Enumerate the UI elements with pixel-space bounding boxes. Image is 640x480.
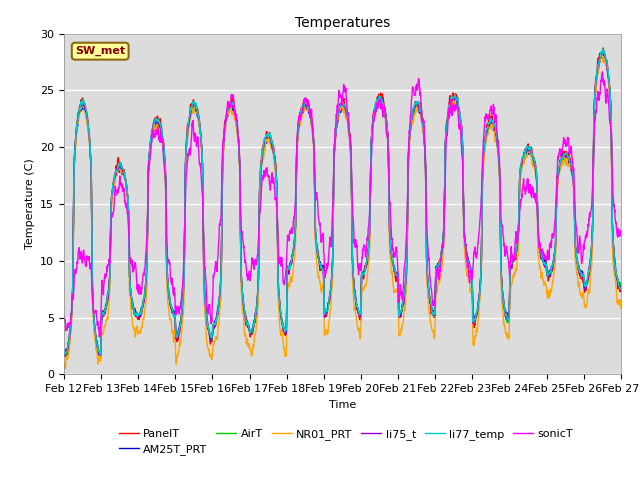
PanelT [97,356,104,361]
PanelT [568,163,575,168]
NR01_PRT [598,49,606,55]
PanelT [600,45,607,51]
AM25T_PRT [216,294,223,300]
PanelT [216,294,223,300]
PanelT [584,278,591,284]
sonicT [216,221,223,227]
NR01_PRT [61,366,69,372]
Line: li75_t: li75_t [64,51,621,356]
li77_temp [371,103,379,108]
PanelT [359,272,367,277]
li77_temp [60,351,68,357]
sonicT [598,69,606,75]
sonicT [617,230,625,236]
Legend: PanelT, AM25T_PRT, AirT, NR01_PRT, li75_t, li77_temp, sonicT: PanelT, AM25T_PRT, AirT, NR01_PRT, li75_… [114,424,578,460]
li75_t [504,318,512,324]
AM25T_PRT [96,353,104,359]
li75_t [584,278,591,284]
AirT [599,50,607,56]
PanelT [504,320,512,325]
Line: PanelT: PanelT [64,48,621,359]
sonicT [60,316,68,322]
sonicT [359,247,367,252]
AM25T_PRT [584,278,591,284]
li77_temp [504,316,512,322]
NR01_PRT [617,305,625,311]
AirT [584,281,591,287]
li75_t [359,271,367,277]
AirT [617,280,625,286]
PanelT [617,284,625,289]
NR01_PRT [216,312,223,318]
AirT [359,269,367,275]
li75_t [60,351,68,357]
PanelT [371,105,379,110]
Line: li77_temp: li77_temp [64,49,621,355]
li77_temp [359,272,367,278]
AM25T_PRT [598,53,605,59]
li75_t [599,48,607,54]
sonicT [95,334,103,340]
NR01_PRT [584,297,591,302]
sonicT [568,153,575,159]
Y-axis label: Temperature (C): Temperature (C) [24,158,35,250]
AM25T_PRT [568,168,575,174]
X-axis label: Time: Time [329,400,356,409]
Line: AirT: AirT [64,53,621,357]
Title: Temperatures: Temperatures [295,16,390,30]
NR01_PRT [60,360,68,365]
NR01_PRT [371,113,379,119]
AM25T_PRT [60,352,68,358]
Line: NR01_PRT: NR01_PRT [64,52,621,369]
NR01_PRT [359,288,367,294]
li77_temp [599,46,607,52]
AirT [568,166,575,172]
AM25T_PRT [617,282,625,288]
NR01_PRT [504,334,512,340]
li75_t [61,353,69,359]
li75_t [216,295,223,301]
AirT [371,106,379,112]
li75_t [568,168,575,174]
sonicT [584,232,591,238]
Line: sonicT: sonicT [64,72,621,337]
sonicT [371,110,379,116]
Text: SW_met: SW_met [75,46,125,56]
NR01_PRT [568,169,575,175]
li75_t [617,284,625,290]
PanelT [60,354,68,360]
AirT [216,296,223,301]
AirT [504,319,512,324]
AM25T_PRT [359,271,367,277]
li75_t [371,106,379,111]
AM25T_PRT [371,111,379,117]
li77_temp [216,295,223,300]
sonicT [504,258,512,264]
li77_temp [60,352,68,358]
AirT [60,351,68,357]
li77_temp [617,285,625,291]
li77_temp [568,164,575,169]
AM25T_PRT [504,318,512,324]
AirT [61,354,69,360]
Line: AM25T_PRT: AM25T_PRT [64,56,621,356]
li77_temp [584,277,591,283]
